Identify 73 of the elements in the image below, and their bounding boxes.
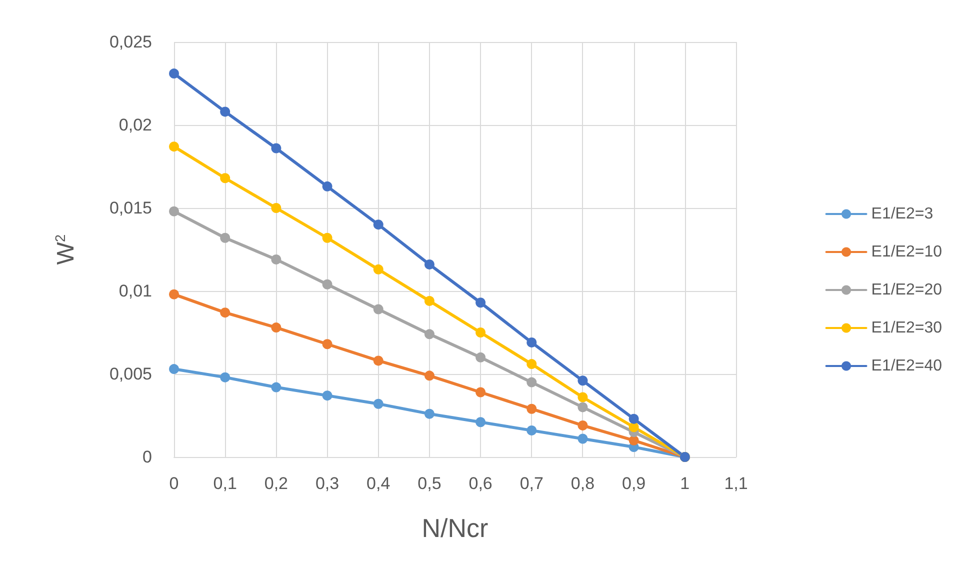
point	[476, 352, 486, 362]
point	[476, 328, 486, 338]
point	[373, 220, 384, 230]
x-tick-label: 0,8	[570, 474, 595, 493]
point	[578, 402, 588, 412]
legend-label: E1/E2=40	[871, 358, 942, 374]
point	[424, 370, 434, 381]
point	[476, 417, 486, 428]
point	[424, 259, 434, 270]
legend-label: E1/E2=20	[871, 282, 942, 298]
y-tick-label: 0,015	[109, 198, 152, 218]
point	[578, 434, 588, 444]
y-tick-label: 0,01	[118, 282, 152, 300]
point	[169, 364, 179, 374]
point	[628, 414, 639, 424]
y-tick-label: 0,005	[109, 364, 152, 384]
point	[322, 339, 332, 350]
point	[220, 308, 230, 318]
point	[322, 390, 332, 401]
point	[526, 359, 537, 370]
x-tick-label: 1	[680, 474, 690, 493]
point	[169, 68, 179, 79]
point	[628, 422, 639, 432]
point	[476, 298, 486, 308]
point	[424, 408, 434, 419]
point	[169, 206, 179, 216]
x-tick-label: 0,9	[622, 474, 646, 493]
point	[526, 404, 537, 414]
point	[271, 322, 282, 333]
x-tick-label: 0,6	[468, 474, 492, 493]
point	[322, 181, 332, 192]
point	[373, 264, 384, 274]
x-tick-label: 1,1	[724, 474, 748, 493]
x-tick-label: 0	[169, 474, 179, 493]
point	[628, 435, 639, 446]
point	[322, 232, 332, 243]
point	[424, 296, 434, 306]
y-tick-label: 0,02	[118, 116, 152, 134]
x-tick-label: 0,5	[418, 474, 442, 493]
point	[373, 304, 384, 314]
y-tick-label: 0	[142, 448, 152, 466]
point	[373, 356, 384, 366]
point	[526, 337, 537, 348]
point	[271, 143, 282, 154]
point	[373, 398, 384, 409]
legend-label: E1/E2=3	[871, 206, 934, 222]
legend-label: E1/E2=10	[871, 244, 942, 260]
point	[578, 392, 588, 402]
point	[424, 329, 434, 340]
point	[220, 372, 230, 382]
point	[578, 420, 588, 430]
point	[220, 232, 230, 243]
y-axis-title: W2	[52, 234, 80, 265]
legend-label: E1/E2=30	[871, 320, 942, 336]
point	[526, 425, 537, 436]
point	[322, 279, 332, 290]
point	[271, 382, 282, 392]
x-tick-label: 0,2	[264, 474, 288, 493]
x-tick-label: 0,7	[520, 474, 544, 493]
point	[578, 376, 588, 386]
x-tick-label: 0,3	[315, 474, 340, 493]
point	[476, 387, 486, 398]
x-axis-title: N/Ncr	[422, 513, 489, 543]
point	[271, 203, 282, 213]
y-tick-label: 0,025	[109, 32, 152, 52]
point	[220, 106, 230, 117]
x-tick-label: 0,1	[213, 474, 237, 493]
point	[526, 377, 537, 388]
point	[271, 254, 282, 264]
point	[220, 173, 230, 184]
point	[169, 142, 179, 152]
point	[169, 289, 179, 300]
x-tick-label: 0,4	[366, 474, 390, 493]
